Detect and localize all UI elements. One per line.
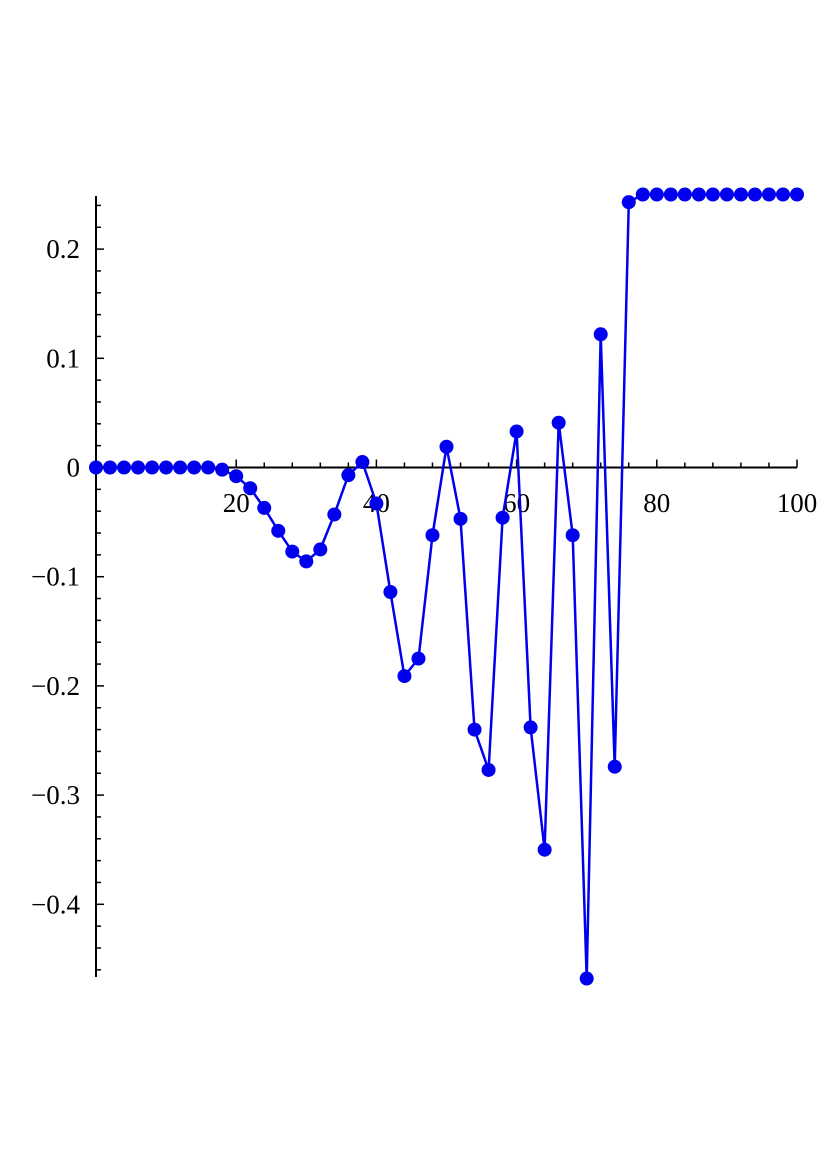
- series-line: [96, 193, 797, 980]
- data-point: [243, 481, 258, 496]
- ticks: 204060801000.20.10−0.1−0.2−0.3−0.4: [31, 204, 818, 971]
- data-point: [551, 415, 566, 430]
- series: [89, 187, 804, 986]
- data-point: [187, 460, 202, 475]
- data-point: [775, 187, 790, 202]
- data-point: [89, 460, 103, 475]
- data-point: [649, 187, 664, 202]
- x-tick-label: 80: [643, 488, 670, 518]
- data-point: [201, 460, 216, 475]
- data-point: [509, 424, 524, 439]
- axes: [95, 196, 797, 977]
- data-point: [579, 971, 594, 986]
- y-tick-label: 0: [67, 453, 81, 483]
- y-tick-label: −0.4: [31, 889, 80, 919]
- data-point: [747, 187, 762, 202]
- data-point: [117, 460, 132, 475]
- data-point: [607, 759, 622, 774]
- data-point: [257, 500, 272, 515]
- data-point: [719, 187, 734, 202]
- data-point: [159, 460, 174, 475]
- data-point: [131, 460, 146, 475]
- data-point: [285, 544, 300, 559]
- data-point: [733, 187, 748, 202]
- data-point: [481, 762, 496, 777]
- data-point: [790, 187, 804, 202]
- data-point: [523, 720, 538, 735]
- data-point: [173, 460, 188, 475]
- y-tick-label: −0.3: [31, 780, 80, 810]
- data-point: [145, 460, 160, 475]
- x-tick-label: 100: [777, 488, 818, 518]
- data-point: [621, 195, 636, 210]
- data-point: [355, 455, 370, 470]
- data-point: [215, 462, 230, 477]
- data-point: [677, 187, 692, 202]
- data-point: [327, 507, 342, 522]
- data-point: [593, 327, 608, 342]
- y-tick-label: −0.2: [31, 671, 80, 701]
- data-point: [495, 510, 510, 525]
- data-point: [411, 651, 426, 666]
- y-tick-label: 0.2: [46, 234, 80, 264]
- data-point: [691, 187, 706, 202]
- data-point: [369, 496, 384, 511]
- data-point: [103, 460, 118, 475]
- data-point: [467, 722, 482, 737]
- data-point: [565, 528, 580, 543]
- data-point: [229, 469, 244, 484]
- data-point: [705, 187, 720, 202]
- data-point: [313, 542, 328, 557]
- data-point: [341, 468, 356, 483]
- data-point: [299, 554, 314, 569]
- data-point: [635, 187, 650, 202]
- data-point: [761, 187, 776, 202]
- data-point: [425, 528, 440, 543]
- data-point: [663, 187, 678, 202]
- data-point: [453, 511, 468, 526]
- data-point: [397, 669, 412, 684]
- y-tick-label: −0.1: [31, 562, 80, 592]
- data-point: [439, 439, 454, 454]
- data-point: [383, 584, 398, 599]
- data-point: [537, 842, 552, 857]
- y-tick-label: 0.1: [46, 343, 80, 373]
- data-point: [271, 523, 286, 538]
